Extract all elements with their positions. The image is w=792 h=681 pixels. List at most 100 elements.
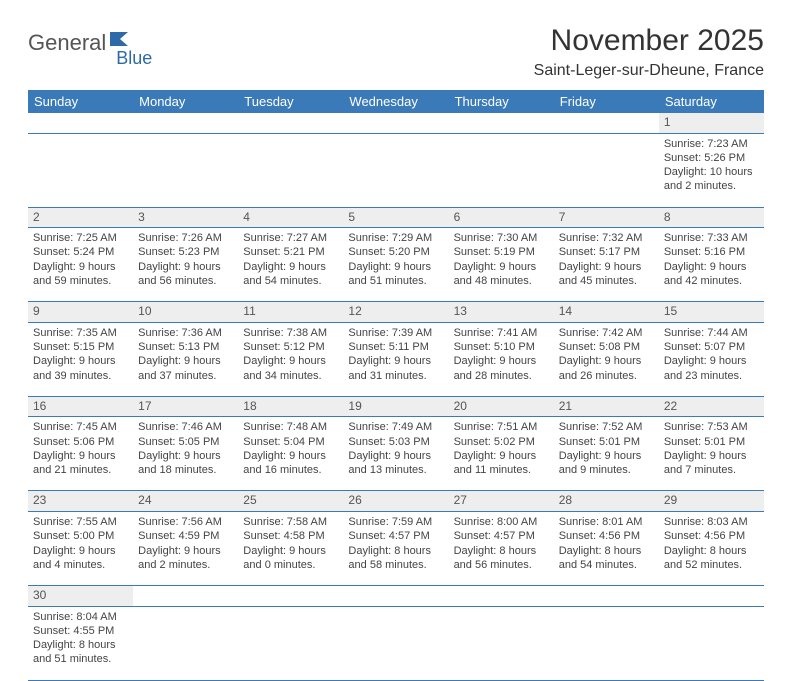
- sunset-text: Sunset: 5:19 PM: [454, 245, 549, 259]
- day-number: [343, 585, 448, 606]
- daylight-text: Daylight: 8 hours and 56 minutes.: [454, 544, 549, 573]
- day-details-row: Sunrise: 7:55 AMSunset: 5:00 PMDaylight:…: [28, 511, 764, 585]
- month-title: November 2025: [534, 24, 764, 58]
- daylight-text: Daylight: 9 hours and 51 minutes.: [348, 260, 443, 289]
- logo-text-general: General: [28, 30, 106, 56]
- day-number: 6: [449, 207, 554, 228]
- day-cell: [133, 133, 238, 207]
- sunset-text: Sunset: 5:13 PM: [138, 340, 233, 354]
- day-details-row: Sunrise: 8:04 AMSunset: 4:55 PMDaylight:…: [28, 606, 764, 680]
- day-cell: [449, 606, 554, 680]
- day-cell: Sunrise: 7:27 AMSunset: 5:21 PMDaylight:…: [238, 228, 343, 302]
- sunrise-text: Sunrise: 8:00 AM: [454, 515, 549, 529]
- sunset-text: Sunset: 5:02 PM: [454, 435, 549, 449]
- day-number: 9: [28, 302, 133, 323]
- day-cell: Sunrise: 7:35 AMSunset: 5:15 PMDaylight:…: [28, 322, 133, 396]
- day-cell: [449, 133, 554, 207]
- sunset-text: Sunset: 4:57 PM: [348, 529, 443, 543]
- day-number: [133, 113, 238, 133]
- day-number: 22: [659, 396, 764, 417]
- sunrise-text: Sunrise: 7:29 AM: [348, 231, 443, 245]
- sunset-text: Sunset: 5:21 PM: [243, 245, 338, 259]
- day-header: Monday: [133, 90, 238, 113]
- daylight-text: Daylight: 9 hours and 16 minutes.: [243, 449, 338, 478]
- daylight-text: Daylight: 8 hours and 58 minutes.: [348, 544, 443, 573]
- daylight-text: Daylight: 9 hours and 0 minutes.: [243, 544, 338, 573]
- sunset-text: Sunset: 5:26 PM: [664, 151, 759, 165]
- day-number: 2: [28, 207, 133, 228]
- day-cell: [659, 606, 764, 680]
- daylight-text: Daylight: 9 hours and 42 minutes.: [664, 260, 759, 289]
- day-cell: [133, 606, 238, 680]
- day-cell: Sunrise: 7:45 AMSunset: 5:06 PMDaylight:…: [28, 417, 133, 491]
- day-cell: Sunrise: 7:59 AMSunset: 4:57 PMDaylight:…: [343, 511, 448, 585]
- daylight-text: Daylight: 9 hours and 37 minutes.: [138, 354, 233, 383]
- sunset-text: Sunset: 5:01 PM: [664, 435, 759, 449]
- sunset-text: Sunset: 4:58 PM: [243, 529, 338, 543]
- day-number: [554, 585, 659, 606]
- sunrise-text: Sunrise: 7:38 AM: [243, 326, 338, 340]
- day-cell: Sunrise: 7:48 AMSunset: 5:04 PMDaylight:…: [238, 417, 343, 491]
- sunset-text: Sunset: 5:10 PM: [454, 340, 549, 354]
- sunrise-text: Sunrise: 7:55 AM: [33, 515, 128, 529]
- daylight-text: Daylight: 8 hours and 51 minutes.: [33, 638, 128, 667]
- day-number: 17: [133, 396, 238, 417]
- day-number: 4: [238, 207, 343, 228]
- day-cell: Sunrise: 7:51 AMSunset: 5:02 PMDaylight:…: [449, 417, 554, 491]
- sunrise-text: Sunrise: 7:30 AM: [454, 231, 549, 245]
- day-number: 24: [133, 491, 238, 512]
- day-number: 27: [449, 491, 554, 512]
- day-number: 11: [238, 302, 343, 323]
- day-number: 25: [238, 491, 343, 512]
- day-header: Friday: [554, 90, 659, 113]
- sunrise-text: Sunrise: 7:52 AM: [559, 420, 654, 434]
- sunrise-text: Sunrise: 7:45 AM: [33, 420, 128, 434]
- day-cell: Sunrise: 7:41 AMSunset: 5:10 PMDaylight:…: [449, 322, 554, 396]
- daylight-text: Daylight: 9 hours and 21 minutes.: [33, 449, 128, 478]
- day-cell: [238, 133, 343, 207]
- day-details-row: Sunrise: 7:45 AMSunset: 5:06 PMDaylight:…: [28, 417, 764, 491]
- sunrise-text: Sunrise: 7:35 AM: [33, 326, 128, 340]
- sunrise-text: Sunrise: 7:51 AM: [454, 420, 549, 434]
- day-number: 15: [659, 302, 764, 323]
- daylight-text: Daylight: 9 hours and 26 minutes.: [559, 354, 654, 383]
- sunset-text: Sunset: 5:03 PM: [348, 435, 443, 449]
- day-header: Thursday: [449, 90, 554, 113]
- logo: General Blue: [28, 30, 152, 69]
- day-cell: Sunrise: 7:33 AMSunset: 5:16 PMDaylight:…: [659, 228, 764, 302]
- day-number: 21: [554, 396, 659, 417]
- day-number: 13: [449, 302, 554, 323]
- sunrise-text: Sunrise: 7:36 AM: [138, 326, 233, 340]
- day-cell: Sunrise: 7:42 AMSunset: 5:08 PMDaylight:…: [554, 322, 659, 396]
- day-number: 23: [28, 491, 133, 512]
- sunset-text: Sunset: 5:16 PM: [664, 245, 759, 259]
- day-number-row: 16171819202122: [28, 396, 764, 417]
- sunset-text: Sunset: 5:11 PM: [348, 340, 443, 354]
- day-details-row: Sunrise: 7:35 AMSunset: 5:15 PM Daylight:…: [28, 322, 764, 396]
- day-cell: Sunrise: 8:00 AMSunset: 4:57 PMDaylight:…: [449, 511, 554, 585]
- sunrise-text: Sunrise: 7:33 AM: [664, 231, 759, 245]
- sunrise-text: Sunrise: 7:32 AM: [559, 231, 654, 245]
- sunrise-text: Sunrise: 8:03 AM: [664, 515, 759, 529]
- day-details-row: Sunrise: 7:23 AMSunset: 5:26 PMDaylight:…: [28, 133, 764, 207]
- sunset-text: Sunset: 5:15 PM: [33, 340, 128, 354]
- sunrise-text: Sunrise: 7:48 AM: [243, 420, 338, 434]
- sunset-text: Sunset: 4:56 PM: [559, 529, 654, 543]
- day-cell: Sunrise: 7:52 AMSunset: 5:01 PMDaylight:…: [554, 417, 659, 491]
- day-header: Sunday: [28, 90, 133, 113]
- calendar-body: 1Sunrise: 7:23 AMSunset: 5:26 PMDaylight…: [28, 113, 764, 680]
- day-number-row: 9101112131415: [28, 302, 764, 323]
- day-header: Wednesday: [343, 90, 448, 113]
- day-number: [449, 113, 554, 133]
- sunset-text: Sunset: 5:08 PM: [559, 340, 654, 354]
- day-number: 10: [133, 302, 238, 323]
- daylight-text: Daylight: 8 hours and 52 minutes.: [664, 544, 759, 573]
- day-cell: Sunrise: 7:56 AMSunset: 4:59 PMDaylight:…: [133, 511, 238, 585]
- sunrise-text: Sunrise: 7:41 AM: [454, 326, 549, 340]
- day-number: [659, 585, 764, 606]
- day-number: [238, 585, 343, 606]
- title-block: November 2025 Saint-Leger-sur-Dheune, Fr…: [534, 24, 764, 80]
- day-number: 8: [659, 207, 764, 228]
- day-cell: Sunrise: 7:36 AMSunset: 5:13 PMDaylight:…: [133, 322, 238, 396]
- day-number: 5: [343, 207, 448, 228]
